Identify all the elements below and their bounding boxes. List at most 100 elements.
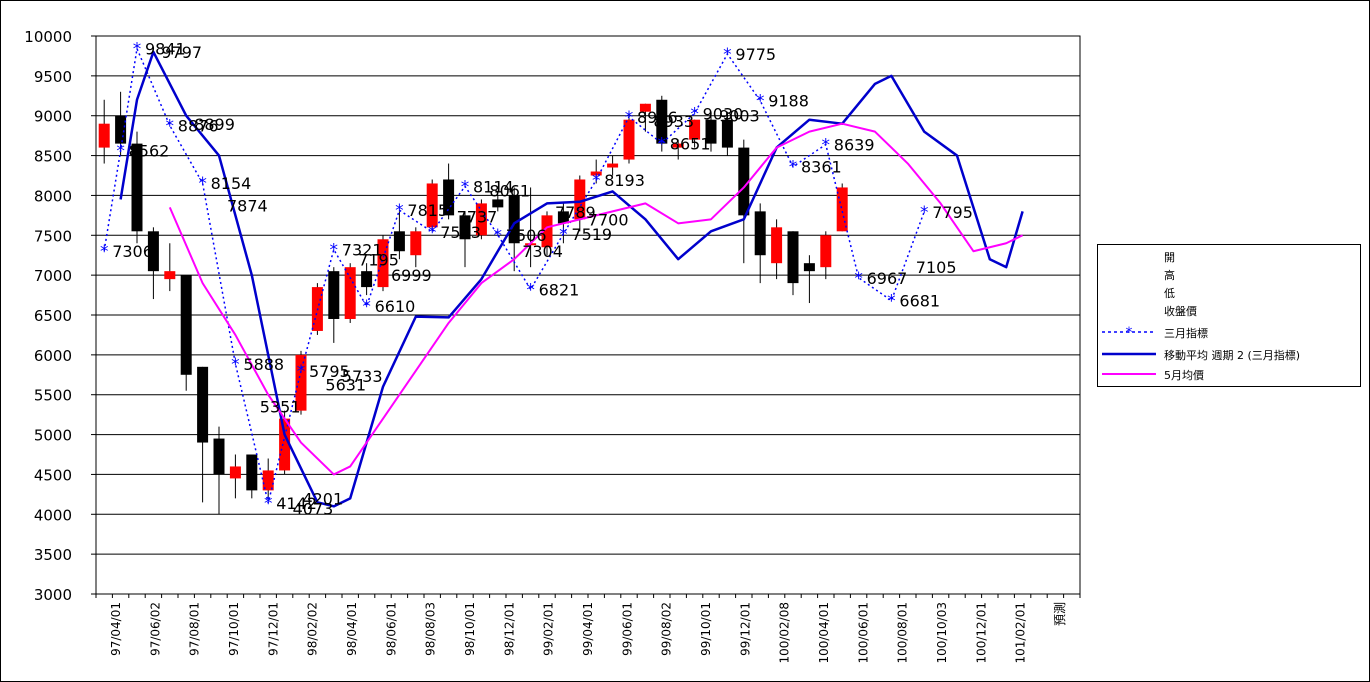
x-tick-label: 98/04/01 [345, 602, 359, 656]
data-label: 7306 [112, 242, 153, 261]
data-label: 8361 [801, 158, 842, 177]
data-label: 7519 [571, 225, 612, 244]
y-tick-label: 4500 [34, 466, 72, 484]
data-label: 8193 [604, 171, 645, 190]
y-tick-label: 9000 [34, 108, 72, 126]
x-tick-label: 99/12/01 [738, 602, 752, 656]
candle-up [541, 215, 553, 248]
y-tick-label: 8000 [34, 187, 72, 205]
data-label: 7304 [522, 242, 563, 261]
solid-line-icon [1102, 352, 1156, 356]
legend-item-close: 收盤價 [1098, 301, 1360, 319]
x-tick-label: 100/10/03 [935, 602, 949, 664]
candle-down [508, 195, 520, 244]
x-tick-label: 98/12/01 [502, 602, 516, 656]
data-label: 9797 [161, 43, 202, 62]
candle-up [295, 354, 307, 411]
candle-up [426, 183, 438, 228]
star-marker: * [789, 158, 798, 178]
candle-down [787, 231, 799, 284]
data-label: 6967 [867, 269, 908, 288]
x-tick-label: 97/10/01 [227, 602, 241, 656]
moving-average-line [119, 50, 1024, 508]
data-label: 7321 [342, 241, 383, 260]
data-label: 8876 [178, 117, 219, 136]
y-tick-label: 6500 [34, 307, 72, 325]
candle-down [213, 438, 225, 475]
candle-down [180, 275, 192, 375]
candle-down [656, 99, 668, 144]
star-marker: * [231, 355, 240, 375]
candle-up [590, 171, 602, 176]
x-tick-label: 99/08/02 [660, 602, 674, 656]
star-marker: * [756, 92, 765, 112]
candle-down [115, 115, 127, 144]
candle-down [443, 179, 455, 216]
x-tick-label: 99/06/01 [620, 602, 634, 656]
x-tick-label: 101/02/01 [1014, 602, 1028, 664]
y-tick-label: 7000 [34, 267, 72, 285]
star-marker: * [625, 108, 634, 128]
candle-down [328, 271, 340, 319]
data-label: 8114 [473, 177, 514, 196]
data-label: 4073 [293, 499, 334, 518]
candle-up [475, 203, 487, 236]
data-label: 5733 [342, 367, 383, 386]
data-label: 7195 [358, 251, 399, 270]
data-label: 7795 [932, 203, 973, 222]
x-tick-label: 98/02/02 [306, 602, 320, 656]
candles [98, 91, 848, 515]
star-marker: * [690, 104, 699, 124]
data-label: 4142 [276, 494, 317, 513]
data-label: 9030 [703, 104, 744, 123]
data-label: 9841 [145, 40, 186, 59]
data-label: 5795 [309, 362, 350, 381]
star-marker: * [116, 142, 125, 162]
data-label: 7543 [440, 223, 481, 242]
candle-down [721, 119, 733, 148]
star-marker: * [494, 226, 503, 246]
candle-up [344, 267, 356, 319]
data-labels: 7306 8562 9841 8876 8154 5888 4142 5795 7321 6610… [112, 40, 973, 519]
five-month-average-line [168, 122, 1024, 476]
star-marker: * [100, 242, 109, 262]
data-label: 7700 [588, 210, 629, 229]
star-marker: * [526, 280, 535, 300]
candle-up [623, 119, 635, 160]
legend-label: 高 [1164, 269, 1175, 282]
dotted-star-line-icon: * [1102, 325, 1156, 340]
star-marker: * [461, 177, 470, 197]
candle-down [492, 199, 504, 208]
legend-label: 移動平均 週期 2 (三月指標) [1164, 349, 1301, 362]
y-tick-label: 6000 [34, 347, 72, 365]
star-marker: * [264, 494, 273, 514]
x-tick-label: 100/08/01 [896, 602, 910, 664]
x-tick-label: 98/08/03 [424, 602, 438, 656]
y-tick-label: 10000 [24, 28, 72, 46]
data-label: 8986 [637, 108, 678, 127]
y-tick-label: 7500 [34, 227, 72, 245]
candle-up [672, 143, 684, 148]
candle-down [393, 231, 405, 252]
x-tick-label: 100/12/01 [974, 602, 988, 664]
candle-down [754, 211, 766, 256]
data-label: 6999 [391, 266, 432, 285]
star-marker: * [133, 40, 142, 60]
candle-down [705, 119, 717, 144]
x-axis: 97/04/01 97/06/02 97/08/01 97/10/01 97/12/01… [95, 594, 1081, 664]
x-tick-label: 98/06/01 [384, 602, 398, 656]
x-tick-label: 97/06/02 [148, 602, 162, 656]
candle-down [459, 215, 471, 240]
data-label: 9775 [735, 45, 776, 64]
candle-up [164, 271, 176, 280]
star-marker: * [723, 45, 732, 65]
data-label: 9188 [768, 92, 809, 111]
data-label: 4201 [302, 489, 343, 508]
candle-down [147, 231, 159, 272]
x-tick-label: 97/08/01 [188, 602, 202, 656]
candle-up [377, 239, 389, 288]
legend-label: 三月指標 [1164, 327, 1208, 340]
x-tick-label: 100/06/01 [856, 602, 870, 664]
y-tick-label: 8500 [34, 148, 72, 166]
